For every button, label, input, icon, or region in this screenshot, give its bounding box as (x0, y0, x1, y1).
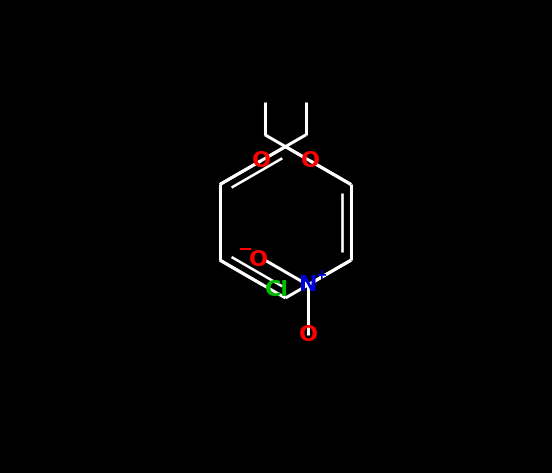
Text: O: O (251, 151, 270, 171)
Text: −: − (237, 241, 252, 259)
Text: +: + (315, 268, 327, 281)
Text: N: N (299, 275, 317, 295)
Text: O: O (248, 250, 267, 270)
Text: O: O (299, 324, 317, 345)
Text: Cl: Cl (265, 280, 289, 300)
Text: O: O (300, 151, 320, 171)
